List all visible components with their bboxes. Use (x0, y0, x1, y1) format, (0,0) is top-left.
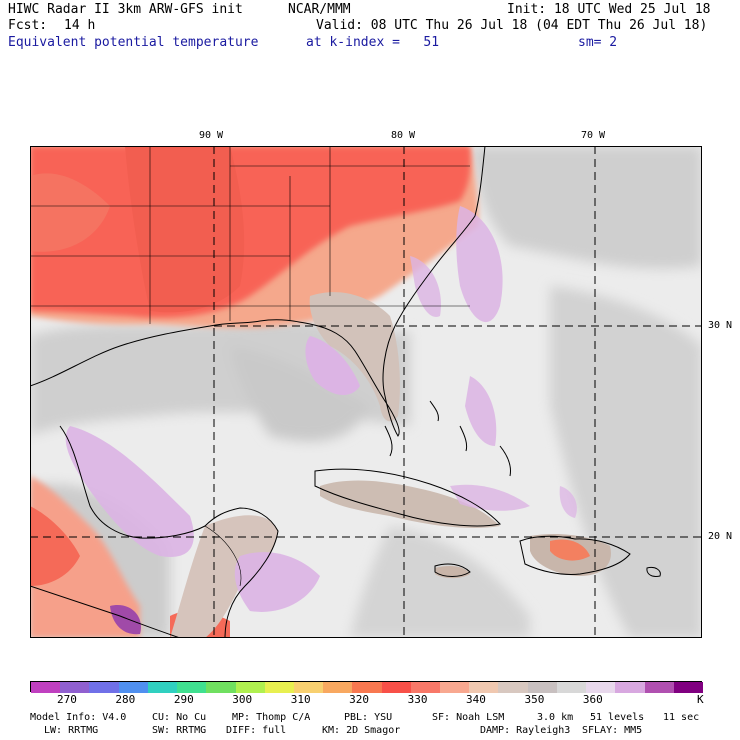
colorbar-swatch (118, 682, 149, 693)
footer-sflay: SFLAY: MM5 (582, 725, 643, 736)
lat-label-30n: 30 N (708, 320, 733, 331)
org-label: NCAR/MMM (288, 2, 351, 17)
latlon-grid (30, 146, 702, 638)
colorbar-swatch (235, 682, 266, 693)
footer-sw: SW: RRTMG (152, 725, 207, 736)
colorbar-swatch (89, 682, 120, 693)
colorbar-swatch (440, 682, 470, 693)
gray-fields (30, 146, 702, 638)
model-title: HIWC Radar II 3km ARW-GFS init (8, 2, 243, 17)
purple-fields (65, 206, 577, 635)
colorbar-strip (30, 681, 704, 693)
colorbar-tick-label: 300 (232, 693, 253, 706)
init-time: Init: 18 UTC Wed 25 Jul 18 (507, 2, 711, 17)
colorbar-ticks: 270 280 290 300 310 320 330 340 350 360 K (30, 693, 720, 707)
colorbar-swatch (381, 682, 412, 693)
colorbar-tick-label: 270 (57, 693, 77, 706)
footer-pbl: PBL: YSU (344, 712, 393, 723)
footer-resolution: 3.0 km (537, 712, 574, 723)
colorbar-swatch (293, 682, 324, 693)
colorbar-swatch (31, 682, 61, 693)
footer-damp: DAMP: Rayleigh3 (480, 725, 571, 736)
colorbar-unit: K (697, 693, 704, 706)
forecast-label: Fcst: (8, 18, 48, 33)
colorbar-swatch (264, 682, 295, 693)
footer-km: KM: 2D Smagor (322, 725, 401, 736)
colorbar-tick-label: 310 (290, 693, 311, 706)
colorbar-swatch (469, 682, 499, 693)
colorbar-swatch (410, 682, 441, 693)
colorbar-swatch (586, 682, 616, 693)
lon-label-80w: 80 W (391, 130, 416, 141)
colorbar-tick-label: 360 (582, 693, 603, 706)
colorbar-swatch (644, 682, 675, 693)
footer-diff: DIFF: full (226, 725, 287, 736)
footer-levels: 51 levels (590, 712, 645, 723)
colorbar-tick-label: 340 (466, 693, 486, 706)
colorbar-swatch (673, 682, 704, 693)
colorbar-tick-label: 280 (115, 693, 136, 706)
field-name: Equivalent potential temperature (8, 35, 259, 50)
colorbar-tick-label: 290 (173, 693, 194, 706)
footer-lw: LW: RRTMG (44, 725, 99, 736)
colorbar: 270 280 290 300 310 320 330 340 350 360 K (30, 681, 704, 711)
colorbar-tick-label: 330 (407, 693, 428, 706)
footer-cu: CU: No Cu (152, 712, 207, 723)
level-label: at k-index = 51 (306, 35, 440, 50)
footer-model-info: Model Info: V4.0 (30, 712, 127, 723)
colorbar-swatch (556, 682, 587, 693)
valid-time: Valid: 08 UTC Thu 26 Jul 18 (04 EDT Thu … (316, 18, 708, 33)
colorbar-swatch (177, 682, 207, 693)
lon-label-70w: 70 W (581, 130, 606, 141)
footer-timestep: 11 sec (663, 712, 700, 723)
colorbar-swatch (352, 682, 383, 693)
theta-e-map (30, 146, 702, 638)
lon-label-90w: 90 W (199, 130, 224, 141)
smoothing-label: sm= 2 (578, 35, 618, 50)
colorbar-swatch (206, 682, 236, 693)
colorbar-swatch (60, 682, 90, 693)
forecast-hour: 14 h (64, 18, 96, 33)
lat-label-20n: 20 N (708, 531, 733, 542)
colorbar-swatch (323, 682, 353, 693)
map-frame (30, 146, 702, 638)
colorbar-tick-label: 320 (349, 693, 370, 706)
footer-mp: MP: Thomp C/A (232, 712, 311, 723)
colorbar-swatch (498, 682, 529, 693)
colorbar-swatch (527, 682, 558, 693)
colorbar-swatch (147, 682, 178, 693)
coastlines (30, 146, 661, 638)
colorbar-tick-label: 350 (524, 693, 545, 706)
footer-sf: SF: Noah LSM (432, 712, 505, 723)
colorbar-swatch (615, 682, 646, 693)
